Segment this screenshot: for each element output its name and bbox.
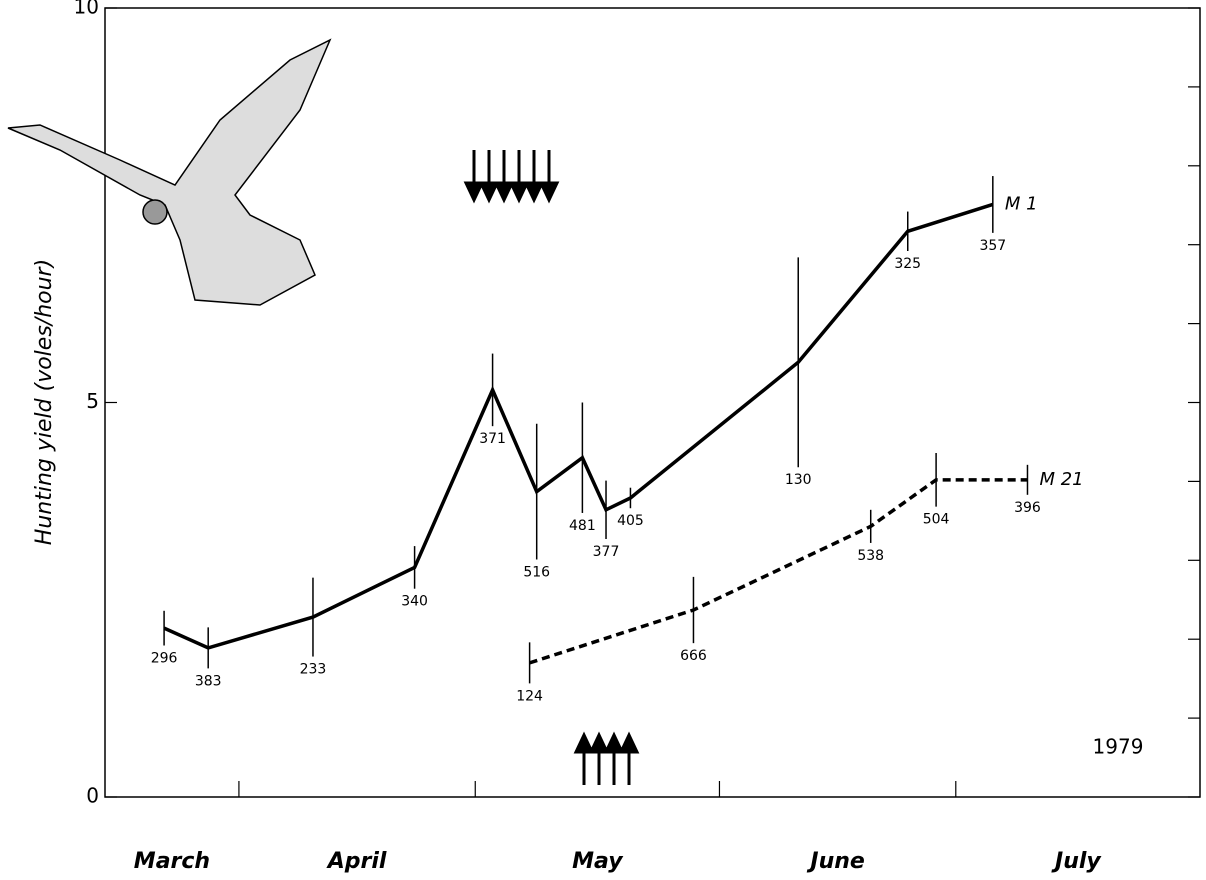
kestrel-drawing [7, 38, 332, 306]
down-arrows [463, 150, 560, 204]
sample-size-label: 666 [680, 648, 707, 664]
x-category-label: July [1051, 849, 1102, 874]
up-arrows [573, 731, 640, 785]
series-line [163, 202, 994, 650]
x-category-label: April [326, 849, 387, 874]
sample-size-label: 405 [617, 513, 644, 529]
sample-size-label: 504 [923, 512, 950, 528]
sample-size-label: 357 [979, 238, 1006, 254]
sample-size-label: 325 [894, 256, 921, 272]
sample-size-label: 130 [785, 472, 812, 488]
y-tick-label: 10 [74, 0, 99, 19]
x-category-label: March [134, 849, 210, 874]
sample-size-label: 481 [569, 518, 596, 534]
sample-size-label: 296 [151, 651, 178, 667]
y-axis-label: Hunting yield (voles/hour) [32, 259, 57, 545]
sample-size-label: 124 [516, 688, 543, 704]
sample-size-label: 383 [195, 673, 222, 689]
sample-size-label: 340 [401, 594, 428, 610]
series-name: M 1 [1005, 193, 1038, 214]
sample-size-label: 516 [523, 565, 550, 581]
annotation: 1979 [1093, 735, 1144, 759]
sample-size-label: 538 [857, 548, 884, 564]
x-category-label: May [572, 849, 624, 874]
y-tick-label: 0 [86, 784, 99, 808]
sample-size-label: 377 [593, 544, 620, 560]
sample-size-label: 233 [300, 662, 327, 678]
series-name: M 21 [1039, 469, 1083, 490]
y-tick-label: 5 [86, 389, 99, 413]
sample-size-label: 396 [1014, 500, 1041, 516]
sample-size-label: 371 [479, 431, 506, 447]
x-category-label: June [806, 849, 865, 874]
